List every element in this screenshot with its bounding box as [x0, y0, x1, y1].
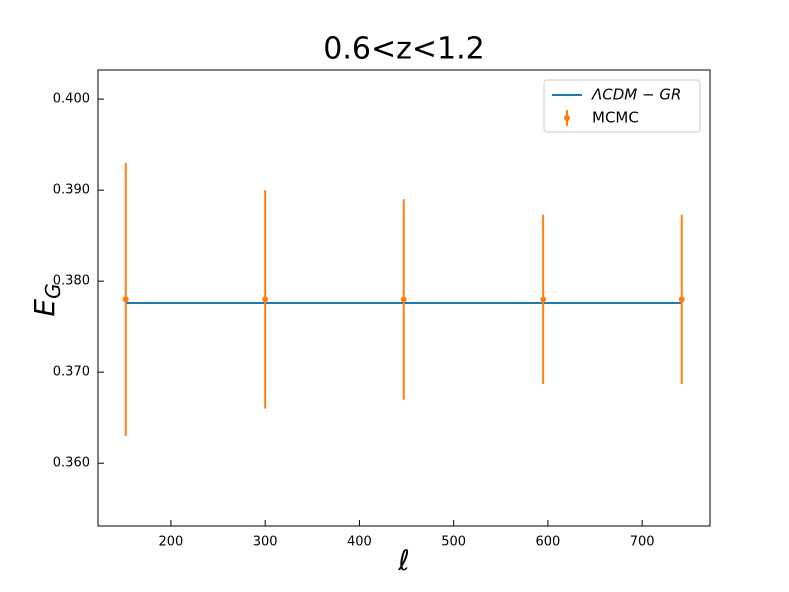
y-tick-label: 0.400 — [53, 92, 90, 107]
point — [400, 296, 407, 303]
legend-label: ΛCDM − GR — [591, 86, 681, 104]
y-tick-label: 0.380 — [53, 274, 90, 289]
legend-label: MCMC — [592, 109, 639, 127]
plot-frame — [97, 69, 711, 527]
point — [540, 296, 547, 303]
legend-swatch-point — [564, 115, 570, 121]
point — [122, 296, 129, 303]
x-tick-label: 700 — [630, 535, 655, 550]
point — [262, 296, 269, 303]
x-tick-label: 400 — [347, 535, 372, 550]
y-tick-label: 0.360 — [53, 456, 90, 471]
y-axis-label: EG — [28, 283, 65, 316]
x-tick-label: 500 — [441, 535, 466, 550]
y-tick-label: 0.390 — [53, 183, 90, 198]
y-label-sub: G — [41, 283, 65, 299]
x-tick-label: 200 — [159, 535, 184, 550]
y-label-main: E — [28, 299, 61, 317]
legend-box — [543, 79, 701, 133]
y-tick-label: 0.370 — [53, 365, 90, 380]
x-tick-label: 600 — [535, 535, 560, 550]
x-tick-label: 300 — [253, 535, 278, 550]
chart-title: 0.6<z<1.2 — [323, 32, 484, 67]
point — [678, 296, 685, 303]
x-axis-label: ℓ — [397, 544, 410, 577]
